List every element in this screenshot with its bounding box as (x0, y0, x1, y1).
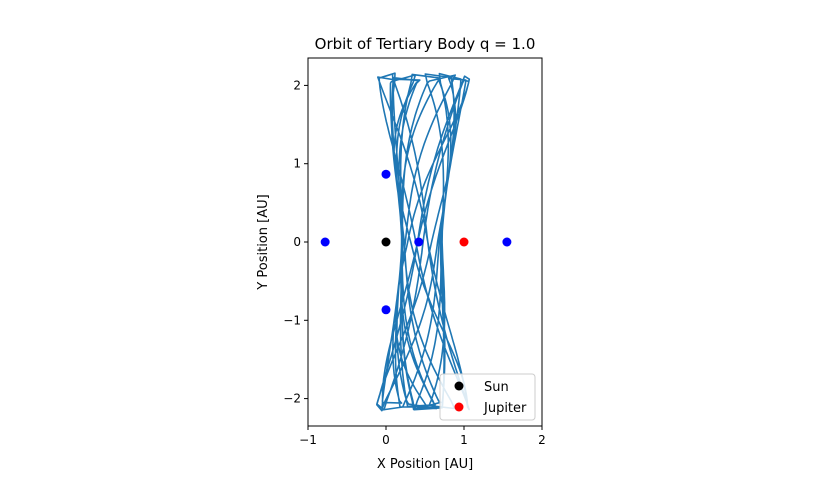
x-tick-label: −1 (299, 433, 317, 447)
data-point (459, 237, 469, 247)
x-tick-label: 1 (460, 433, 468, 447)
orbit-path (376, 72, 471, 412)
y-tick-label: 1 (293, 157, 301, 171)
y-tick-label: −2 (283, 392, 301, 406)
data-point (381, 169, 391, 179)
y-tick-label: 0 (293, 235, 301, 249)
legend-marker (454, 402, 464, 412)
legend-label: Sun (484, 380, 509, 395)
data-point (414, 237, 424, 247)
x-tick-label: 0 (382, 433, 390, 447)
data-point (320, 237, 330, 247)
data-point (502, 237, 512, 247)
orbit-trajectory (376, 72, 471, 412)
y-tick-label: −1 (283, 313, 301, 327)
legend-box (439, 373, 536, 421)
data-point (381, 237, 391, 247)
legend: Sun Jupiter (439, 373, 536, 421)
x-axis-label: X Position [AU] (377, 457, 473, 472)
y-tick-label: 2 (293, 78, 301, 92)
y-axis-label: Y Position [AU] (256, 194, 271, 290)
chart-title: Orbit of Tertiary Body q = 1.0 (315, 35, 536, 53)
x-tick-label: 2 (538, 433, 546, 447)
data-point (381, 305, 391, 315)
legend-marker (454, 381, 464, 391)
legend-label: Jupiter (483, 401, 527, 416)
axis-ticks: −1 0 1 2 −2 −1 0 1 2 (283, 78, 546, 447)
marker-points (320, 169, 512, 315)
